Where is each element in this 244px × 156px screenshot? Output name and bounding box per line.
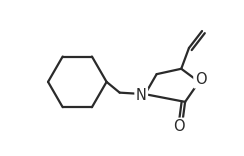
Text: O: O <box>195 72 206 87</box>
Text: N: N <box>136 88 147 103</box>
Text: O: O <box>173 119 185 134</box>
